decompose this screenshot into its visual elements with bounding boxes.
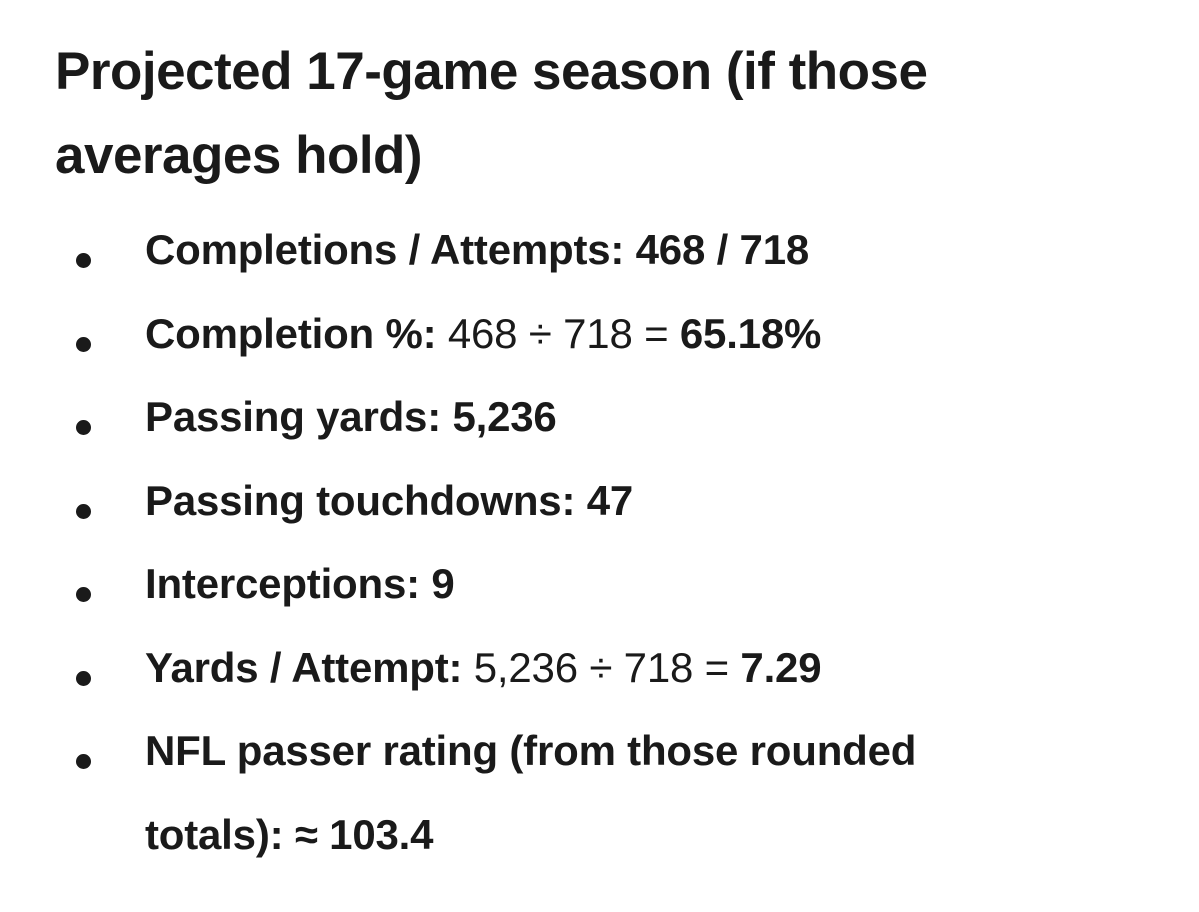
bullet-icon xyxy=(76,587,91,602)
list-item-line: Completion %: 468 ÷ 718 = 65.18% xyxy=(145,292,1199,376)
text-run: Completion %: xyxy=(145,309,448,357)
bullet-icon xyxy=(76,253,91,268)
stats-list: Completions / Attempts: 468 / 718 Complet… xyxy=(55,208,1199,876)
list-item: Passing touchdowns: 47 xyxy=(55,459,1199,543)
text-run: 468 ÷ 718 = xyxy=(447,309,680,357)
text-run: 5,236 ÷ 718 = xyxy=(473,643,741,691)
list-item: Passing yards: 5,236 xyxy=(55,375,1199,459)
list-item-line: Yards / Attempt: 5,236 ÷ 718 = 7.29 xyxy=(145,626,1199,710)
text-run: 7.29 xyxy=(740,643,822,691)
bullet-icon xyxy=(76,420,91,435)
list-item-line: Passing yards: 5,236 xyxy=(145,375,1199,459)
list-item-line: Interceptions: 9 xyxy=(145,542,1199,626)
page-title: Projected 17-game season (if those avera… xyxy=(55,30,1199,198)
text-run: 65.18% xyxy=(679,309,822,357)
text-run: totals): ≈ 103.4 xyxy=(145,810,434,858)
list-item-line: totals): ≈ 103.4 xyxy=(145,793,1199,877)
list-item: Completions / Attempts: 468 / 718 xyxy=(55,208,1199,292)
bullet-icon xyxy=(76,336,91,352)
text-run: Yards / Attempt: xyxy=(145,643,474,691)
text-run: NFL passer rating (from those rounded xyxy=(145,727,917,774)
text-run: Interceptions: 9 xyxy=(145,560,455,607)
list-item-line: Passing touchdowns: 47 xyxy=(145,459,1199,543)
list-item: NFL passer rating (from those rounded tot… xyxy=(55,709,1199,876)
list-item-line: Completions / Attempts: 468 / 718 xyxy=(145,208,1199,292)
list-item: Interceptions: 9 xyxy=(55,542,1199,626)
list-item-line: NFL passer rating (from those rounded xyxy=(145,709,1199,793)
list-item: Completion %: 468 ÷ 718 = 65.18% xyxy=(55,292,1199,376)
text-run: Completions / Attempts: 468 / 718 xyxy=(145,226,810,273)
bullet-icon xyxy=(76,503,91,519)
text-run: Passing touchdowns: 47 xyxy=(145,476,634,524)
bullet-icon xyxy=(76,670,91,686)
text-run: Passing yards: 5,236 xyxy=(145,393,557,440)
bullet-icon xyxy=(76,754,91,769)
page-title-line-2: averages hold) xyxy=(55,126,423,185)
page-title-line-1: Projected 17-game season (if those xyxy=(55,42,928,101)
list-item: Yards / Attempt: 5,236 ÷ 718 = 7.29 xyxy=(55,626,1199,710)
